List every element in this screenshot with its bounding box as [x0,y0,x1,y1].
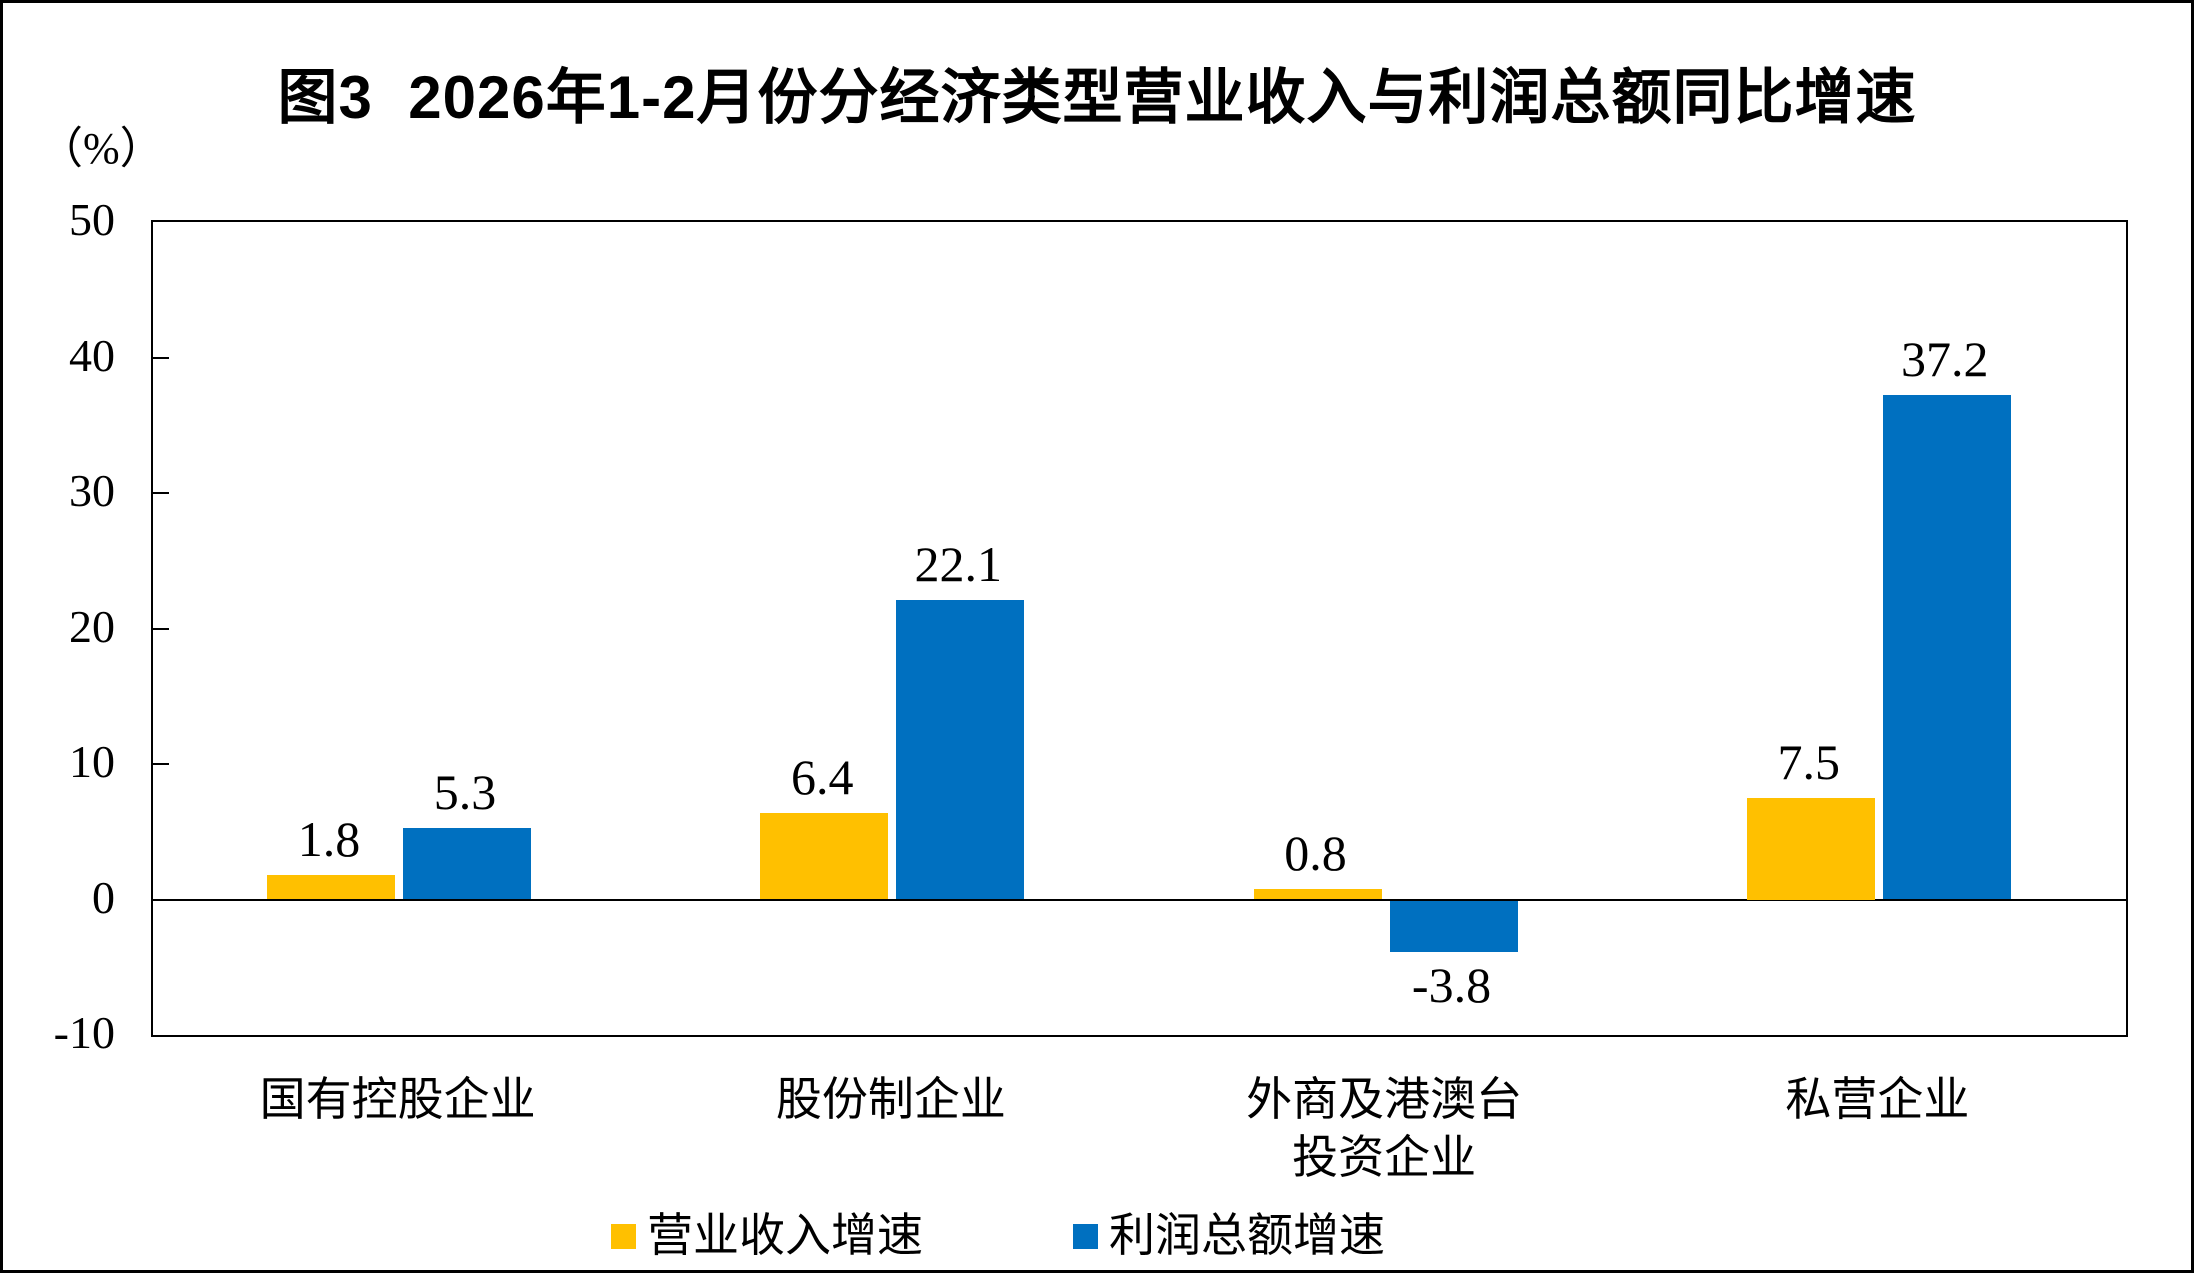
category-label-line: 投资企业 [1292,1132,1477,1183]
bar-value-label: -3.8 [1411,956,1492,1013]
chart-title: 图3 2026年1-2月份分经济类型营业收入与利润总额同比增速 [277,64,1917,131]
bar-series2 [403,827,531,900]
bar-value-label: 37.2 [1901,331,1989,388]
bar-series2 [896,600,1025,900]
zero-baseline [153,898,2126,901]
bar-series1 [1746,797,1875,900]
category-label-line: 外商及港澳台 [1246,1074,1523,1125]
y-axis-tick-mark [153,356,169,359]
bar-series2 [1389,900,1518,952]
category-label: 私营企业 [1627,1071,2127,1129]
bar-value-label: 22.1 [914,536,1003,593]
legend-item: 营业收入增速 [611,1209,923,1263]
y-axis-tick-mark [153,492,169,494]
y-axis-tick-label: 10 [69,736,115,787]
legend-swatch-icon [1073,1223,1098,1249]
y-axis-tick-label: -10 [53,1007,115,1058]
y-axis-unit-label: （%） [39,124,164,173]
bar-value-label: 1.8 [297,811,361,868]
legend-swatch-icon [611,1223,636,1249]
bar-value-label: 6.4 [791,748,854,805]
plot-area [151,220,2128,1037]
legend-label: 利润总额增速 [1109,1210,1385,1261]
y-axis-tick-label: 20 [69,600,115,652]
legend-item: 利润总额增速 [1073,1209,1385,1263]
bar-series1 [760,812,889,900]
legend-label: 营业收入增速 [647,1210,923,1261]
category-label: 外商及港澳台 投资企业 [1134,1071,1634,1187]
bar-series1 [267,875,395,900]
category-label: 股份制企业 [641,1071,1141,1129]
y-axis-tick-label: 50 [69,194,115,245]
category-label-line: 国有控股企业 [259,1074,536,1125]
category-label: 国有控股企业 [148,1071,648,1129]
bar-value-label: 0.8 [1284,824,1347,881]
category-label-line: 股份制企业 [775,1074,1006,1125]
y-axis-tick-label: 0 [92,871,115,923]
bar-value-label: 5.3 [433,763,497,820]
y-axis-tick-label: 40 [69,329,115,381]
y-axis-tick-label: 30 [69,465,115,516]
y-axis-tick-mark [153,763,169,765]
y-axis-tick-mark [153,627,169,630]
category-label-line: 私营企业 [1785,1074,1970,1125]
bar-series1 [1253,888,1382,900]
bar-series2 [1882,395,2011,900]
bar-value-label: 7.5 [1777,733,1841,790]
legend: 营业收入增速 利润总额增速 [611,1209,1385,1263]
